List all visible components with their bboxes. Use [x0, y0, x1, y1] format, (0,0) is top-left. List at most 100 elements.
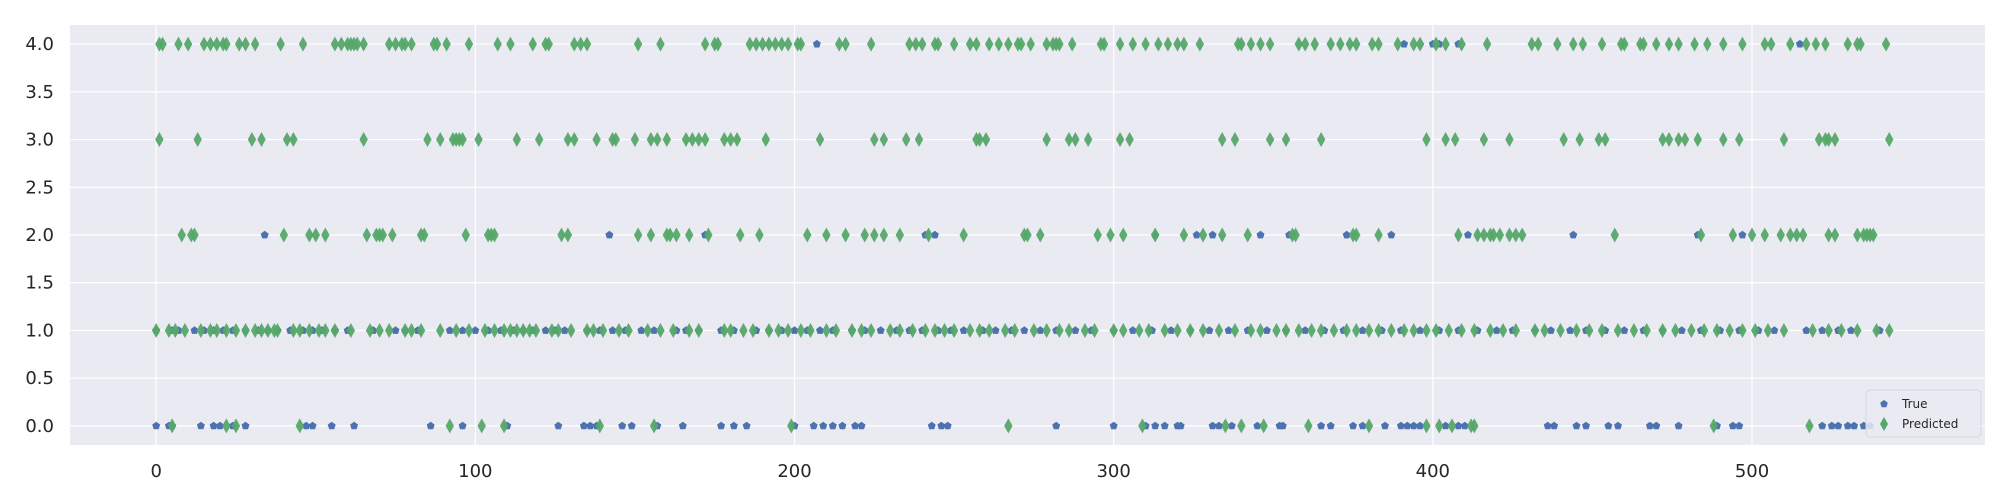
predicted-point	[1374, 36, 1383, 52]
predicted-point	[490, 322, 499, 338]
predicted-point	[257, 132, 266, 148]
predicted-point	[1792, 227, 1801, 243]
true-point	[1208, 230, 1217, 239]
predicted-point	[442, 36, 451, 52]
predicted-point	[512, 132, 522, 148]
predicted-point	[1067, 36, 1077, 52]
true-point	[1358, 421, 1367, 430]
predicted-point	[330, 322, 340, 338]
predicted-point	[1511, 227, 1521, 243]
predicted-point	[1821, 36, 1830, 52]
predicted-point	[582, 322, 592, 338]
predicted-point	[1680, 132, 1690, 148]
predicted-point	[1237, 418, 1246, 434]
true-point	[627, 421, 636, 430]
true-point	[678, 421, 687, 430]
predicted-point	[276, 36, 285, 52]
predicted-point	[1527, 36, 1536, 52]
predicted-point	[1511, 322, 1521, 338]
predicted-point	[544, 36, 553, 52]
predicted-point	[1399, 322, 1409, 338]
predicted-point	[321, 227, 330, 243]
predicted-point	[1064, 322, 1074, 338]
predicted-point	[720, 132, 729, 148]
data-points	[151, 36, 1894, 434]
true-point	[209, 421, 218, 430]
predicted-point	[822, 322, 831, 338]
predicted-point	[1135, 322, 1144, 338]
predicted-point	[1352, 322, 1361, 338]
true-point	[1416, 326, 1425, 334]
true-point	[1301, 326, 1310, 334]
predicted-point	[975, 132, 984, 148]
predicted-point	[822, 227, 831, 243]
predicted-point	[1119, 322, 1128, 338]
true-point	[943, 421, 952, 430]
true-point	[1151, 421, 1160, 430]
predicted-point	[1719, 132, 1728, 148]
legend-label: True	[1901, 397, 1928, 411]
predicted-point	[1856, 36, 1865, 52]
predicted-point	[1540, 322, 1549, 338]
predicted-point	[924, 227, 933, 243]
predicted-point	[1658, 322, 1667, 338]
true-point	[1735, 421, 1744, 430]
predicted-point	[528, 36, 537, 52]
predicted-point	[177, 227, 186, 243]
axis-ticks: 0.0 0.5 1.0 1.5 2.0 2.5 3.0 3.5 4.0 0 100 200 300 400…	[25, 34, 1769, 482]
predicted-point	[1055, 322, 1064, 338]
predicted-point	[975, 322, 984, 338]
predicted-point	[1629, 322, 1639, 338]
predicted-point	[1083, 132, 1093, 148]
predicted-point	[1246, 36, 1256, 52]
predicted-point	[222, 418, 231, 434]
true-point	[930, 230, 939, 239]
predicted-point	[378, 227, 387, 243]
predicted-point	[493, 36, 502, 52]
true-point	[1770, 326, 1779, 334]
predicted-point	[506, 36, 515, 52]
predicted-point	[1578, 36, 1588, 52]
predicted-point	[1115, 132, 1125, 148]
predicted-point	[783, 36, 793, 52]
predicted-point	[921, 322, 930, 338]
predicted-point	[972, 36, 981, 52]
predicted-point	[1658, 132, 1667, 148]
predicted-point	[490, 227, 499, 243]
predicted-point	[981, 132, 991, 148]
predicted-point	[1725, 322, 1734, 338]
predicted-point	[391, 36, 400, 52]
predicted-point	[879, 227, 889, 243]
predicted-point	[190, 227, 199, 243]
predicted-point	[930, 322, 940, 338]
predicted-point	[1029, 322, 1039, 338]
predicted-point	[656, 322, 665, 338]
predicted-point	[321, 322, 330, 338]
predicted-point	[646, 227, 656, 243]
predicted-point	[1441, 132, 1450, 148]
predicted-point	[531, 322, 541, 338]
predicted-point	[681, 132, 691, 148]
predicted-point	[1830, 132, 1840, 148]
predicted-point	[458, 132, 467, 148]
predicted-point	[834, 36, 844, 52]
predicted-point	[1393, 36, 1402, 52]
predicted-point	[1569, 36, 1578, 52]
predicted-point	[1690, 36, 1699, 52]
predicted-point	[761, 132, 770, 148]
predicted-point	[314, 322, 324, 338]
predicted-point	[1779, 322, 1789, 338]
predicted-point	[662, 132, 672, 148]
predicted-point	[1575, 132, 1584, 148]
true-point	[1020, 326, 1029, 334]
true-point	[1036, 326, 1045, 334]
true-point	[838, 421, 847, 430]
predicted-point	[1163, 36, 1173, 52]
predicted-point	[1696, 227, 1706, 243]
predicted-point	[1198, 227, 1208, 243]
predicted-point	[1115, 36, 1125, 52]
predicted-point	[359, 36, 368, 52]
predicted-point	[1779, 132, 1789, 148]
predicted-point	[1125, 132, 1134, 148]
